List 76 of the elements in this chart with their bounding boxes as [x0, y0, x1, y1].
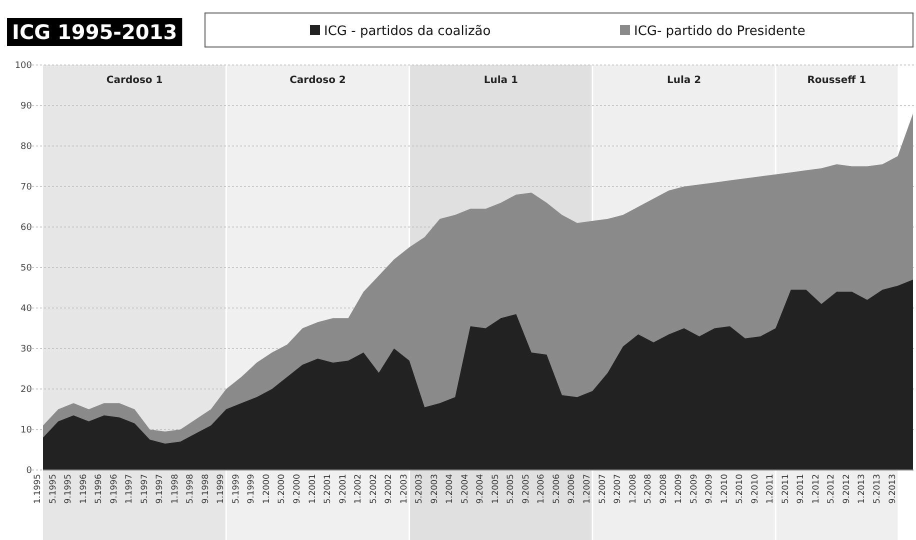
x-tick-label: 1.1996: [78, 474, 89, 504]
x-tick-label: 9.2006: [567, 474, 578, 504]
x-tick-label: 5.2000: [277, 474, 288, 504]
x-tick-label: 1.1995: [33, 474, 44, 504]
x-tick-label: 9.2010: [750, 474, 760, 504]
x-tick-label: 1.2001: [308, 474, 318, 504]
x-tick-label: 5.2002: [368, 474, 379, 504]
y-tick-label: 10: [20, 425, 32, 436]
x-tick-label: 5.2011: [780, 474, 791, 504]
y-tick-label: 70: [20, 182, 32, 192]
band-label: Cardoso 1: [106, 75, 163, 86]
x-tick-label: 9.2008: [658, 474, 669, 504]
x-tick-label: 5.2006: [552, 474, 562, 504]
x-tick-label: 1.2006: [536, 474, 547, 504]
x-tick-label: 9.1998: [200, 474, 211, 504]
y-tick-label: 100: [14, 60, 32, 71]
x-tick-label: 1.1997: [124, 474, 135, 504]
legend-label: ICG - partidos da coalizão: [324, 24, 491, 39]
x-tick-label: 1.1999: [216, 474, 226, 504]
x-tick-label: 5.2001: [323, 474, 334, 504]
x-tick-label: 5.2013: [872, 474, 882, 504]
band-label: Lula 2: [667, 75, 702, 86]
y-tick-label: 60: [20, 222, 32, 233]
x-tick-label: 5.2005: [506, 474, 516, 504]
x-tick-label: 9.2000: [292, 474, 302, 504]
x-tick-label: 5.1997: [140, 474, 150, 504]
x-tick-label: 5.2004: [460, 474, 470, 504]
x-tick-label: 1.2011: [766, 474, 776, 504]
y-tick-label: 80: [20, 142, 32, 152]
x-tick-label: 9.2004: [476, 474, 486, 504]
x-tick-label: 5.2003: [414, 474, 425, 504]
x-tick-label: 1.2004: [445, 474, 456, 504]
x-tick-label: 9.2005: [521, 474, 532, 504]
x-tick-label: 5.1999: [231, 474, 242, 504]
band-label: Cardoso 2: [290, 75, 346, 86]
x-tick-label: 5.1998: [186, 474, 196, 504]
x-tick-label: 5.2007: [598, 474, 608, 504]
x-tick-label: 9.1997: [155, 474, 166, 504]
y-tick-label: 90: [20, 101, 32, 112]
x-tick-label: 1.2012: [811, 474, 822, 504]
x-tick-label: 1.2007: [582, 474, 592, 504]
x-tick-label: 9.2012: [842, 474, 852, 504]
y-tick-label: 40: [20, 304, 32, 314]
legend-label: ICG- partido do Presidente: [634, 24, 806, 39]
x-tick-label: 5.2008: [644, 474, 654, 504]
x-tick-label: 5.2010: [735, 474, 746, 504]
x-tick-label: 1.2005: [490, 474, 501, 504]
x-tick-label: 1.2008: [628, 474, 638, 504]
chart-title: ICG 1995-2013: [12, 20, 178, 44]
y-tick-label: 20: [20, 384, 32, 395]
y-tick-label: 0: [26, 466, 32, 476]
x-tick-label: 9.2013: [888, 474, 898, 504]
y-tick-label: 50: [20, 263, 32, 274]
x-tick-label: 5.1995: [48, 474, 58, 504]
x-tick-label: 1.2003: [399, 474, 410, 504]
x-tick-label: 9.1996: [109, 474, 120, 504]
band-label: Rousseff 1: [807, 75, 866, 86]
x-tick-label: 5.2009: [689, 474, 700, 504]
x-tick-label: 1.2002: [354, 474, 364, 504]
x-tick-label: 1.2009: [674, 474, 684, 504]
x-tick-label: 5.2012: [826, 474, 837, 504]
x-tick-label: 9.2007: [613, 474, 624, 504]
x-tick-label: 9.2002: [384, 474, 394, 504]
y-tick-label: 30: [20, 344, 32, 354]
x-tick-label: 9.2011: [796, 474, 806, 504]
x-tick-label: 9.1995: [64, 474, 74, 504]
x-tick-label: 1.2010: [720, 474, 730, 504]
band-label: Lula 1: [484, 75, 518, 86]
x-tick-label: 5.1996: [94, 474, 104, 504]
x-tick-label: 9.1999: [246, 474, 257, 504]
x-tick-label: 9.2003: [430, 474, 440, 504]
x-tick-label: 9.2001: [338, 474, 348, 504]
x-tick-label: 9.2009: [704, 474, 715, 504]
x-tick-label: 1.2000: [262, 474, 272, 504]
x-tick-label: 1.1998: [170, 474, 180, 504]
x-tick-label: 1.2013: [857, 474, 868, 504]
